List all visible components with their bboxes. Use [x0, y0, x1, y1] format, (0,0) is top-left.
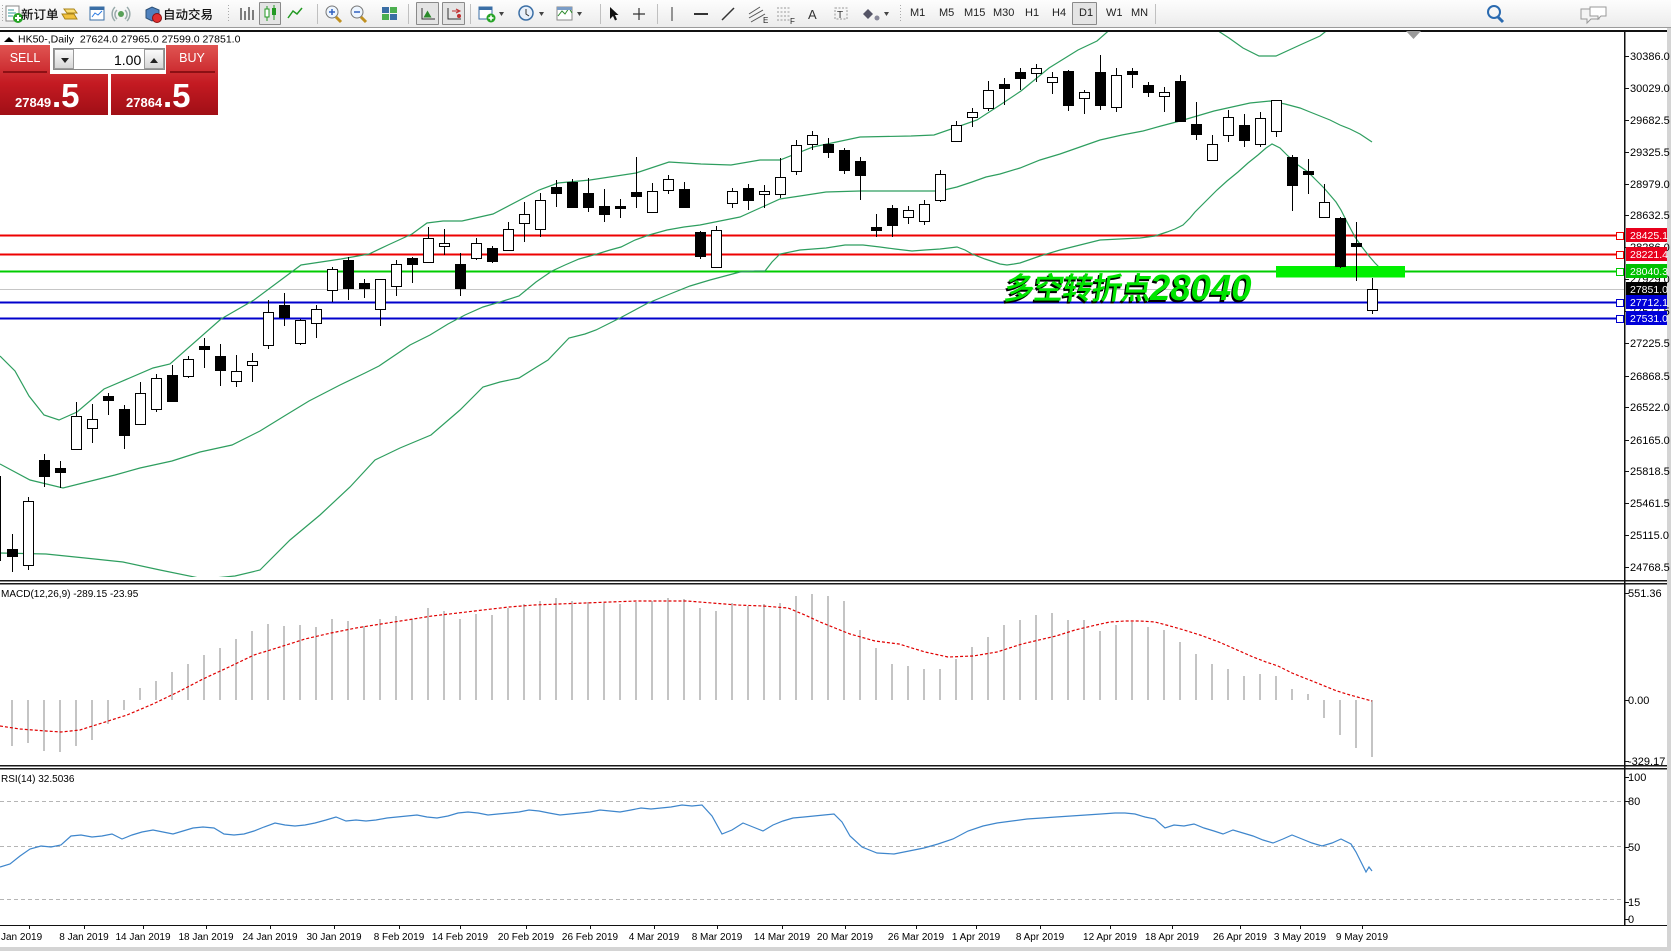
svg-text:30029.0: 30029.0 — [1630, 83, 1670, 95]
svg-text:26165.0: 26165.0 — [1630, 435, 1670, 447]
svg-text:12 Apr 2019: 12 Apr 2019 — [1083, 932, 1137, 943]
svg-text:26 Apr 2019: 26 Apr 2019 — [1213, 932, 1267, 943]
svg-text:26 Feb 2019: 26 Feb 2019 — [562, 932, 619, 943]
svg-text:14 Feb 2019: 14 Feb 2019 — [432, 932, 489, 943]
svg-text:0.00: 0.00 — [1628, 695, 1649, 707]
svg-text:27225.5: 27225.5 — [1630, 338, 1670, 350]
svg-text:29325.5: 29325.5 — [1630, 147, 1670, 159]
svg-text:E: E — [763, 16, 768, 25]
svg-text:F: F — [790, 17, 795, 26]
svg-text:A: A — [808, 7, 817, 22]
svg-text:25115.0: 25115.0 — [1630, 530, 1669, 542]
svg-text:8 Feb 2019: 8 Feb 2019 — [374, 932, 425, 943]
svg-text:-329.17: -329.17 — [1628, 756, 1665, 768]
svg-text:20 Mar 2019: 20 Mar 2019 — [817, 932, 874, 943]
svg-text:27531.0: 27531.0 — [1630, 313, 1668, 325]
svg-text:14 Jan 2019: 14 Jan 2019 — [115, 932, 170, 943]
svg-text:26 Mar 2019: 26 Mar 2019 — [888, 932, 945, 943]
svg-text:26522.0: 26522.0 — [1630, 402, 1670, 414]
svg-text:28221.4: 28221.4 — [1630, 249, 1668, 261]
svg-text:HK50-,Daily 27624.0 27965.0 2: HK50-,Daily 27624.0 27965.0 27599.0 2785… — [18, 34, 241, 46]
svg-text:18 Jan 2019: 18 Jan 2019 — [178, 932, 233, 943]
svg-text:4 Mar 2019: 4 Mar 2019 — [629, 932, 680, 943]
svg-text:27851.0: 27851.0 — [1630, 284, 1668, 296]
svg-text:50: 50 — [1628, 842, 1640, 854]
svg-text:29682.5: 29682.5 — [1630, 115, 1670, 127]
svg-text:28425.1: 28425.1 — [1630, 230, 1668, 242]
svg-text:100: 100 — [1628, 772, 1646, 784]
svg-text:Jan 2019: Jan 2019 — [1, 932, 43, 943]
svg-text:24768.5: 24768.5 — [1630, 562, 1670, 574]
svg-text:MACD(12,26,9) -289.15 -23.95: MACD(12,26,9) -289.15 -23.95 — [1, 589, 139, 600]
svg-text:28040.3: 28040.3 — [1630, 266, 1668, 278]
svg-text:25818.5: 25818.5 — [1630, 466, 1670, 478]
svg-text:8 Mar 2019: 8 Mar 2019 — [692, 932, 743, 943]
svg-text:8 Jan 2019: 8 Jan 2019 — [59, 932, 109, 943]
svg-text:9 May 2019: 9 May 2019 — [1336, 932, 1389, 943]
svg-text:1 Apr 2019: 1 Apr 2019 — [952, 932, 1001, 943]
svg-text:20 Feb 2019: 20 Feb 2019 — [498, 932, 555, 943]
svg-text:80: 80 — [1628, 796, 1640, 808]
svg-text:26868.5: 26868.5 — [1630, 371, 1670, 383]
svg-text:28632.5: 28632.5 — [1630, 210, 1670, 222]
svg-text:25461.5: 25461.5 — [1630, 498, 1670, 510]
svg-text:RSI(14) 32.5036: RSI(14) 32.5036 — [1, 774, 75, 785]
svg-text:0: 0 — [1628, 914, 1634, 926]
svg-text:24 Jan 2019: 24 Jan 2019 — [242, 932, 297, 943]
svg-text:28979.0: 28979.0 — [1630, 179, 1670, 191]
svg-text:27712.1: 27712.1 — [1630, 297, 1668, 309]
svg-text:8 Apr 2019: 8 Apr 2019 — [1016, 932, 1065, 943]
svg-text:T: T — [837, 10, 843, 21]
svg-text:30 Jan 2019: 30 Jan 2019 — [306, 932, 361, 943]
svg-text:18 Apr 2019: 18 Apr 2019 — [1145, 932, 1199, 943]
svg-text:3 May 2019: 3 May 2019 — [1274, 932, 1327, 943]
svg-text:15: 15 — [1628, 897, 1640, 909]
svg-text:551.36: 551.36 — [1628, 588, 1662, 600]
svg-text:30386.0: 30386.0 — [1630, 51, 1670, 63]
svg-text:14 Mar 2019: 14 Mar 2019 — [754, 932, 811, 943]
